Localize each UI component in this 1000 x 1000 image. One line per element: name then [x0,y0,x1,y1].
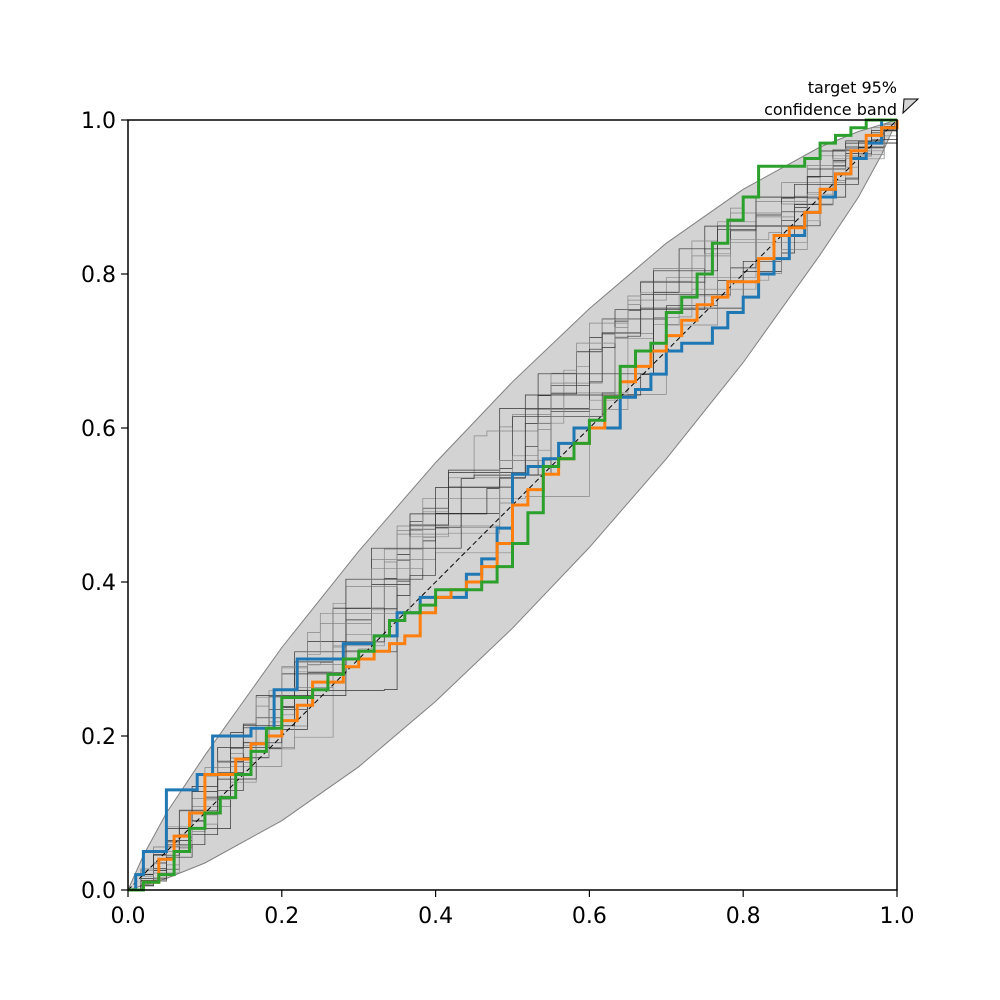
x-axis: 0.0 0.2 0.4 0.6 0.8 1.0 [111,890,915,929]
x-tick-label: 0.0 [111,904,146,929]
x-tick-label: 0.2 [264,904,299,929]
x-tick-label: 0.6 [572,904,607,929]
series-line-1 [128,118,897,892]
x-tick-label: 1.0 [880,904,915,929]
y-tick-label: 0.6 [81,417,116,442]
y-tick-label: 0.8 [81,263,116,288]
annotation-band-icon [902,98,920,115]
series-line-3 [128,118,897,892]
y-tick-label: 1.0 [81,109,116,134]
plot-frame [127,119,898,891]
series-lines [128,118,899,892]
annotation-line-2: confidence band [764,100,897,119]
band-annotation: target 95% confidence band [764,78,920,119]
y-tick-label: 0.2 [81,725,116,750]
y-tick-label: 0.0 [81,879,116,904]
x-tick-label: 0.4 [418,904,453,929]
y-tick-label: 0.4 [81,571,116,596]
y-axis: 0.0 0.2 0.4 0.6 0.8 1.0 [81,109,128,904]
simulated-curve [128,120,898,891]
annotation-line-1: target 95% [808,78,897,97]
x-tick-label: 0.8 [726,904,761,929]
